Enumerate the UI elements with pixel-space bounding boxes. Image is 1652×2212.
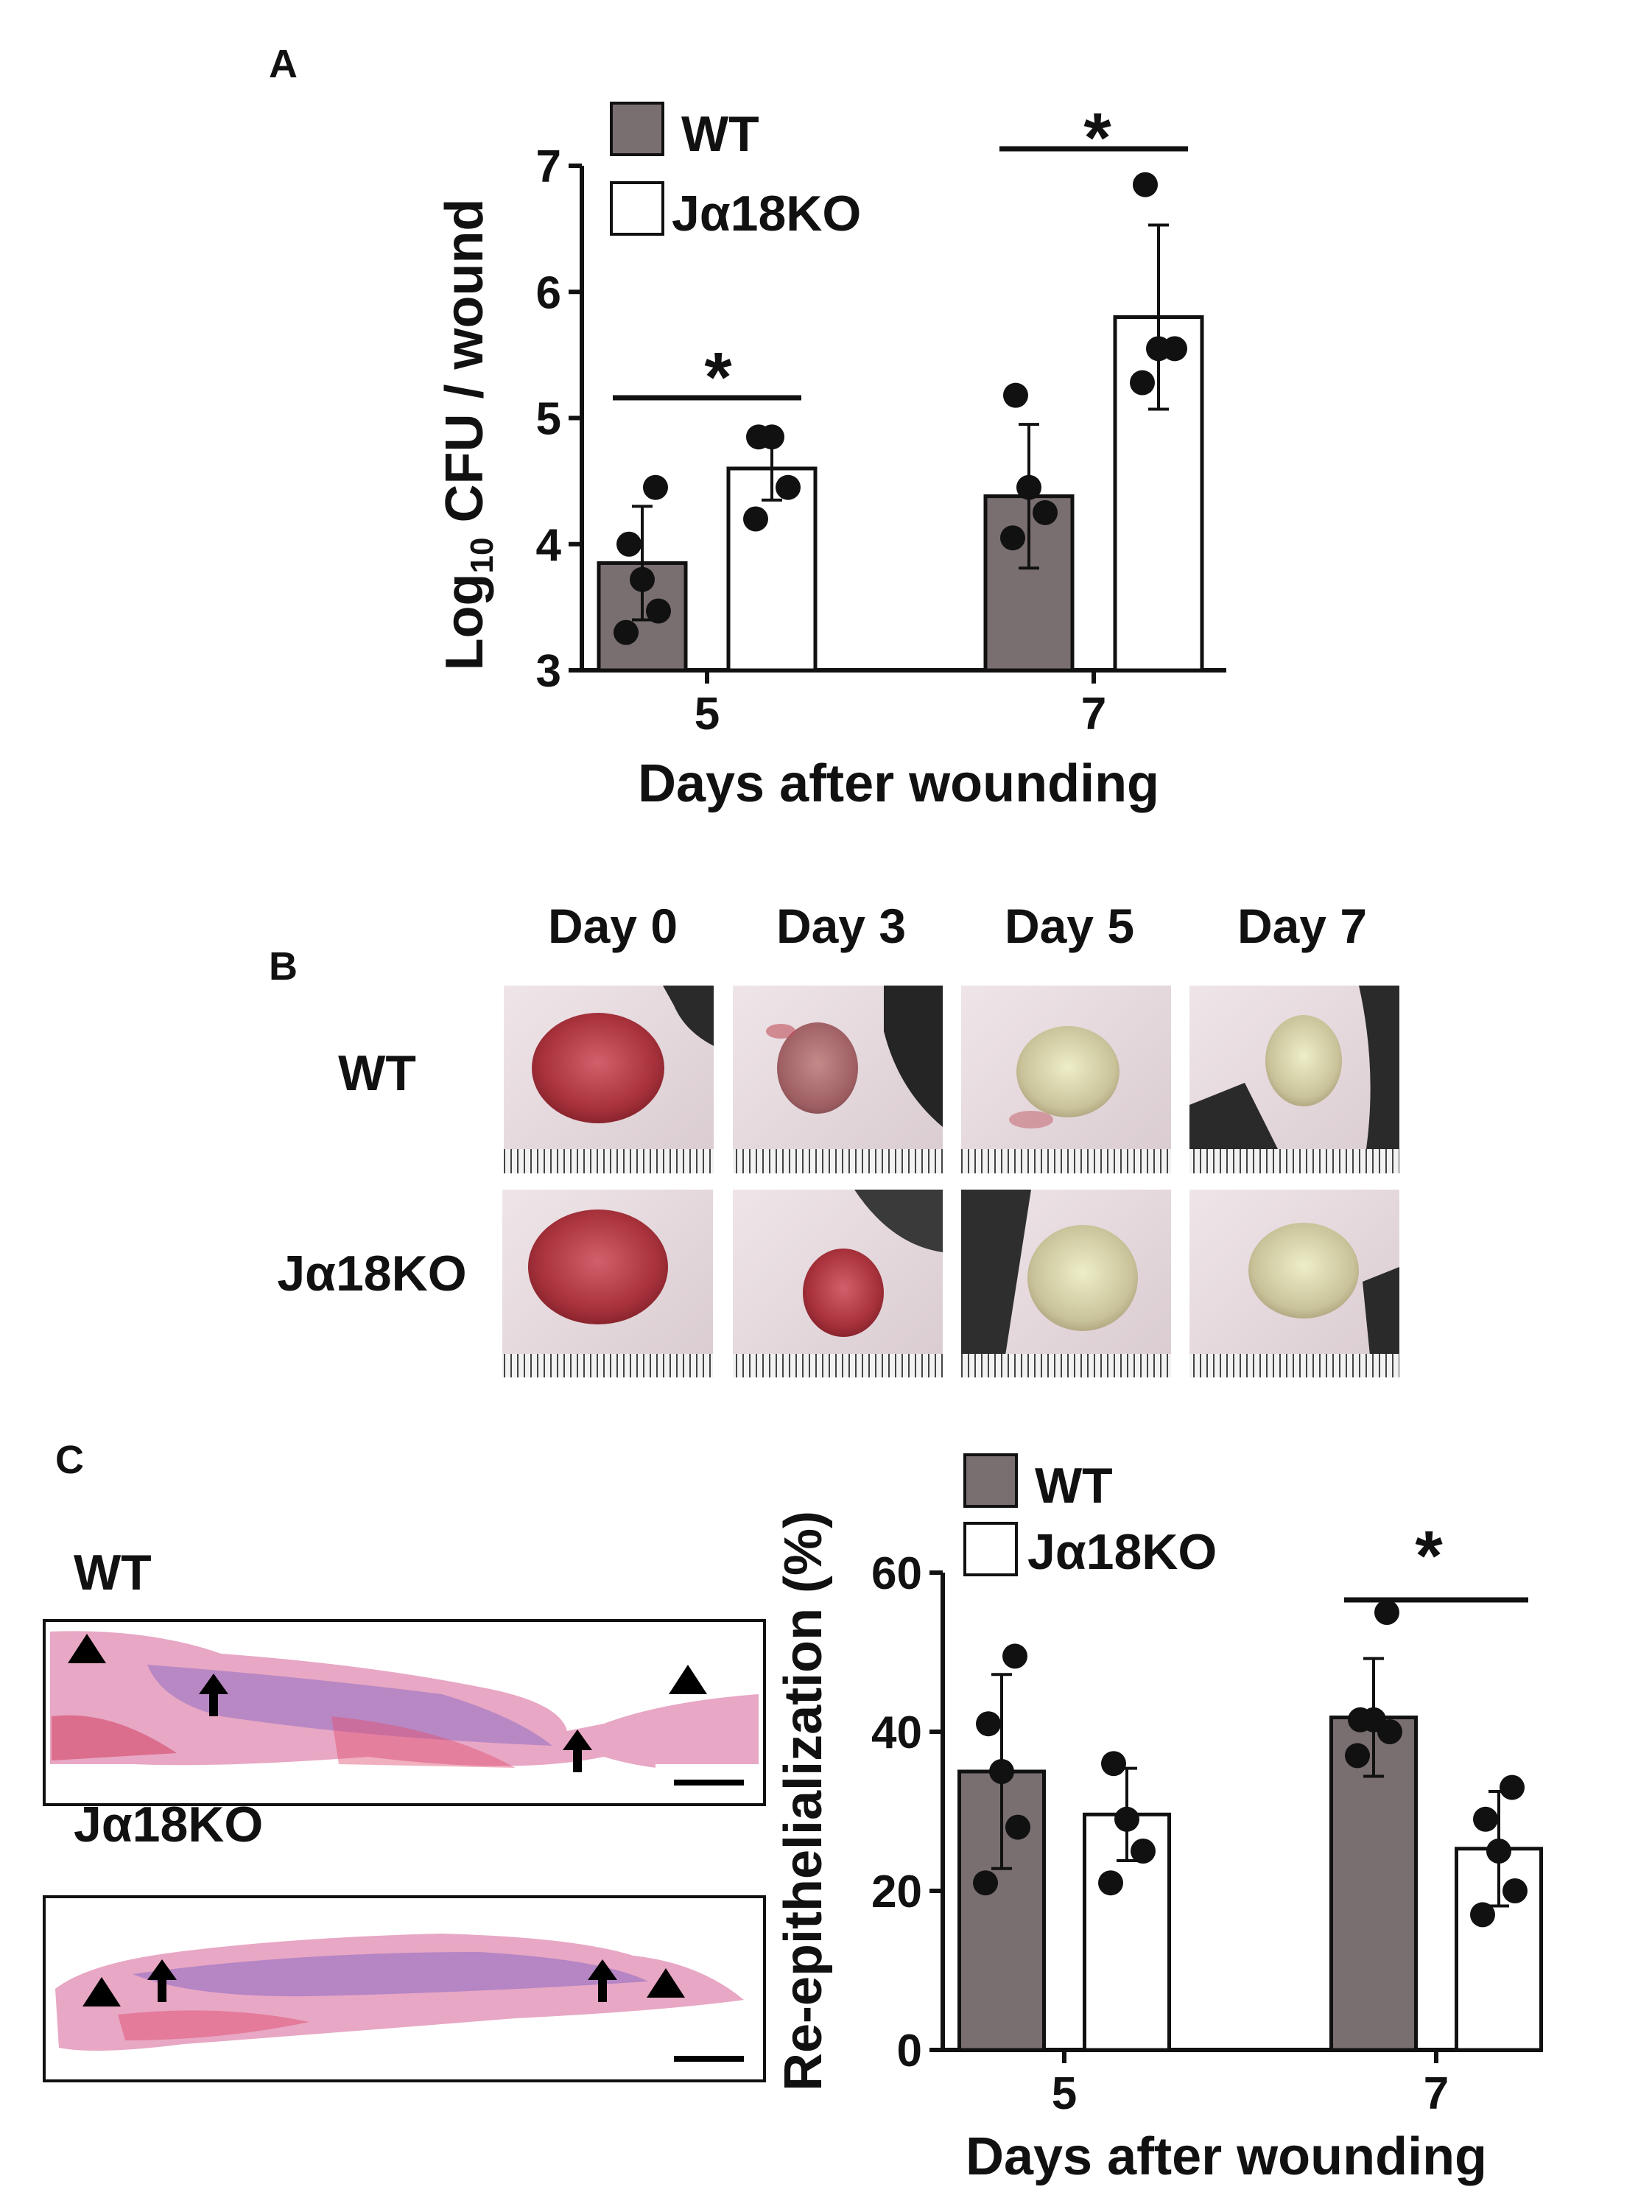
legend-c-wt-swatch xyxy=(963,1453,1018,1508)
day-label-7: Day 7 xyxy=(1237,899,1367,953)
panel-a-letter: A xyxy=(269,42,298,86)
chart-c-point-WT-5-2 xyxy=(989,1759,1014,1784)
legend-a-ko-swatch xyxy=(610,181,664,236)
chart-c: WT Jα18KO Re-epithelialization (%) Days … xyxy=(774,1453,1543,2186)
chart-c-ylabel: Re-epithelialization (%) xyxy=(774,1511,833,2091)
legend-c-wt-label: WT xyxy=(1035,1458,1113,1514)
chart-a-point-Jα18KO-5-1 xyxy=(776,474,801,500)
chart-c-point-Jα18KO-7-2 xyxy=(1486,1839,1511,1864)
chart-c-point-WT-7-4 xyxy=(1374,1600,1399,1625)
chart-c-ytick-label-3: 60 xyxy=(871,1548,922,1599)
chart-a: WT Jα18KO Log10 CFU / wound Days after w… xyxy=(435,99,1226,813)
chart-a-point-WT-7-2 xyxy=(1016,474,1041,500)
chart-a-point-WT-5-3 xyxy=(616,531,642,557)
photo-wt-day3 xyxy=(733,986,943,1173)
photo-ko-day7 xyxy=(1189,1190,1399,1377)
chart-c-point-Jα18KO-7-3 xyxy=(1473,1806,1498,1832)
chart-c-point-Jα18KO-7-0 xyxy=(1470,1902,1495,1928)
chart-c-ytick-label-1: 20 xyxy=(871,1867,922,1917)
chart-c-ytick-label-2: 40 xyxy=(871,1707,922,1758)
chart-a-point-WT-7-3 xyxy=(1003,382,1028,408)
day-label-0: Day 0 xyxy=(548,899,678,953)
chart-c-xlabel: Days after wounding xyxy=(966,2127,1487,2186)
panel-b-letter: B xyxy=(269,944,298,989)
chart-c-point-Jα18KO-5-2 xyxy=(1114,1806,1139,1832)
legend-a-ko-label: Jα18KO xyxy=(672,186,861,242)
photo-wt-day0 xyxy=(504,986,714,1173)
chart-a-point-WT-5-2 xyxy=(630,566,655,592)
chart-a-point-Jα18KO-7-0 xyxy=(1130,370,1155,396)
chart-c-ytick-label-0: 0 xyxy=(897,2026,922,2076)
day-label-5: Day 5 xyxy=(1005,899,1134,953)
photo-ko-day0 xyxy=(502,1190,713,1377)
chart-a-ytick-label-3: 6 xyxy=(536,267,561,318)
chart-a-ytick-label-1: 4 xyxy=(536,520,562,571)
chart-a-sig-7: * xyxy=(1083,99,1111,178)
chart-c-xtick-label-1: 7 xyxy=(1424,2068,1449,2119)
chart-c-sig-7: * xyxy=(1415,1517,1443,1595)
chart-a-ytick-label-4: 7 xyxy=(536,141,561,192)
row-label-ko: Jα18KO xyxy=(277,1246,466,1302)
photo-ko-day5 xyxy=(961,1190,1171,1377)
chart-a-sig-5: * xyxy=(704,338,732,417)
photo-ko-day3 xyxy=(733,1190,943,1377)
chart-a-bar-Jα18KO-5 xyxy=(726,466,818,673)
chart-a-point-Jα18KO-5-0 xyxy=(743,506,768,532)
chart-c-point-WT-5-0 xyxy=(973,1870,998,1896)
chart-a-ylabel: Log10 CFU / wound xyxy=(435,199,500,671)
row-label-wt: WT xyxy=(338,1045,416,1101)
chart-a-point-WT-7-0 xyxy=(1000,525,1025,551)
panel-c-letter: C xyxy=(55,1438,84,1482)
chart-a-ytick-label-0: 3 xyxy=(536,646,561,697)
chart-c-point-Jα18KO-7-4 xyxy=(1500,1774,1525,1800)
chart-c-point-Jα18KO-5-0 xyxy=(1098,1870,1123,1896)
chart-c-point-WT-5-4 xyxy=(1002,1643,1027,1669)
chart-a-point-WT-5-0 xyxy=(614,619,639,645)
chart-c-point-WT-7-0 xyxy=(1345,1743,1370,1769)
chart-a-point-Jα18KO-5-3 xyxy=(746,424,771,450)
chart-c-point-WT-7-3 xyxy=(1348,1707,1373,1732)
chart-a-point-WT-7-1 xyxy=(1033,499,1058,525)
chart-c-point-WT-5-1 xyxy=(1005,1814,1030,1840)
chart-a-point-WT-5-1 xyxy=(646,598,671,624)
legend-c-ko-swatch xyxy=(963,1522,1018,1576)
chart-a-xtick-label-1: 7 xyxy=(1081,689,1106,740)
chart-a-xtick-label-0: 5 xyxy=(695,689,720,740)
legend-a-wt-swatch xyxy=(610,102,664,156)
histology-ko xyxy=(43,1895,766,2082)
chart-c-point-Jα18KO-5-1 xyxy=(1131,1839,1156,1864)
chart-a-point-WT-5-4 xyxy=(643,474,668,500)
legend-c-ko-label: Jα18KO xyxy=(1027,1524,1217,1580)
histology-wt xyxy=(43,1619,766,1806)
photo-wt-day5 xyxy=(961,986,1171,1173)
chart-c-xtick-label-0: 5 xyxy=(1052,2068,1077,2119)
day-label-3: Day 3 xyxy=(776,899,906,953)
chart-c-point-Jα18KO-5-3 xyxy=(1101,1751,1126,1777)
photo-wt-day7 xyxy=(1189,986,1399,1173)
chart-c-point-WT-5-3 xyxy=(976,1711,1001,1737)
section-label-wt: WT xyxy=(74,1545,152,1601)
chart-c-point-Jα18KO-7-1 xyxy=(1502,1878,1528,1903)
chart-a-point-Jα18KO-7-2 xyxy=(1146,336,1171,362)
chart-a-point-Jα18KO-7-3 xyxy=(1133,172,1158,197)
wound-photo-grid xyxy=(502,986,1399,1377)
legend-a-wt-label: WT xyxy=(681,106,759,162)
chart-a-xlabel: Days after wounding xyxy=(638,754,1159,813)
chart-a-ytick-label-2: 5 xyxy=(536,394,561,445)
